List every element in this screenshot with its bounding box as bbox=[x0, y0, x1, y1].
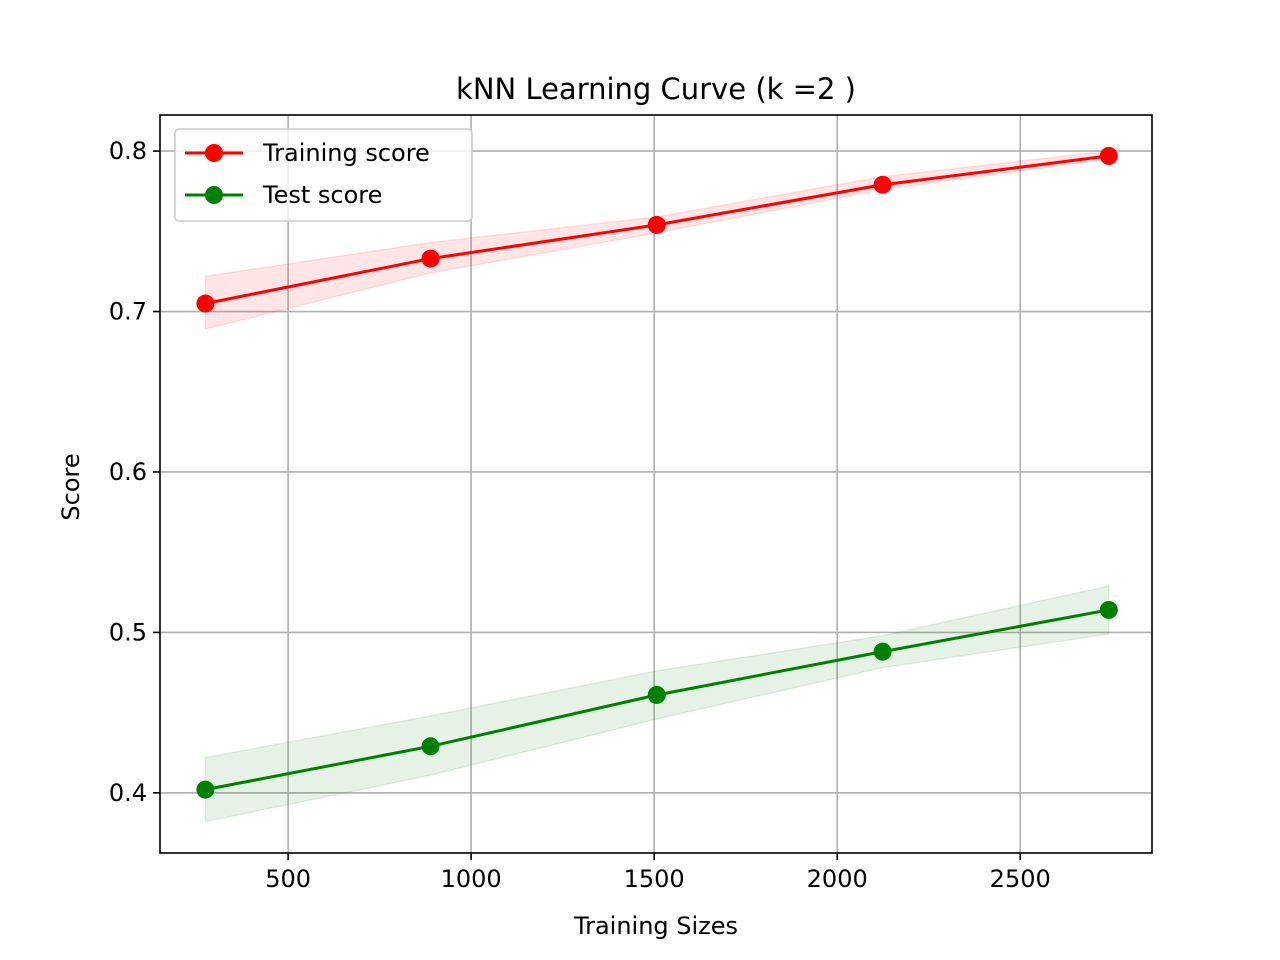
test-score-point bbox=[1099, 600, 1118, 619]
x-axis-title: Training Sizes bbox=[573, 912, 738, 940]
y-axis-title: Score bbox=[57, 453, 85, 520]
training-score-point bbox=[421, 249, 440, 268]
x-tick-label: 2500 bbox=[990, 865, 1051, 893]
test-score-point bbox=[421, 737, 440, 756]
x-tick-label: 1500 bbox=[624, 865, 685, 893]
y-tick-label: 0.6 bbox=[109, 458, 147, 486]
training-score-point bbox=[1099, 146, 1118, 165]
y-tick-label: 0.4 bbox=[109, 779, 147, 807]
y-tick-label: 0.5 bbox=[109, 618, 147, 646]
y-tick-label: 0.7 bbox=[109, 298, 147, 326]
x-tick-label: 500 bbox=[265, 865, 311, 893]
training-score-point bbox=[196, 294, 215, 313]
test-score-legend-label: Test score bbox=[262, 181, 382, 209]
test-score-point bbox=[196, 780, 215, 799]
legend-box bbox=[174, 128, 473, 222]
chart-title: kNN Learning Curve (k =2 ) bbox=[456, 72, 856, 106]
y-tick-label: 0.8 bbox=[109, 137, 147, 165]
training-score-point bbox=[647, 215, 666, 234]
series-markers bbox=[196, 146, 1118, 799]
plot-area-frame bbox=[159, 114, 1153, 854]
axis-ticks: 500 1000 1500 2000 2500 0.4 0.5 0.6 0.7 0.8 bbox=[109, 137, 1051, 893]
x-tick-label: 2000 bbox=[807, 865, 868, 893]
test-score-point bbox=[873, 642, 892, 661]
training-score-legend-marker bbox=[205, 144, 223, 162]
x-tick-label: 1000 bbox=[441, 865, 502, 893]
training-score-point bbox=[873, 175, 892, 194]
legend: Training score Test score bbox=[174, 128, 473, 222]
training-score-legend-label: Training score bbox=[262, 139, 430, 167]
test-score-point bbox=[647, 685, 666, 704]
test-score-legend-marker bbox=[205, 186, 223, 204]
